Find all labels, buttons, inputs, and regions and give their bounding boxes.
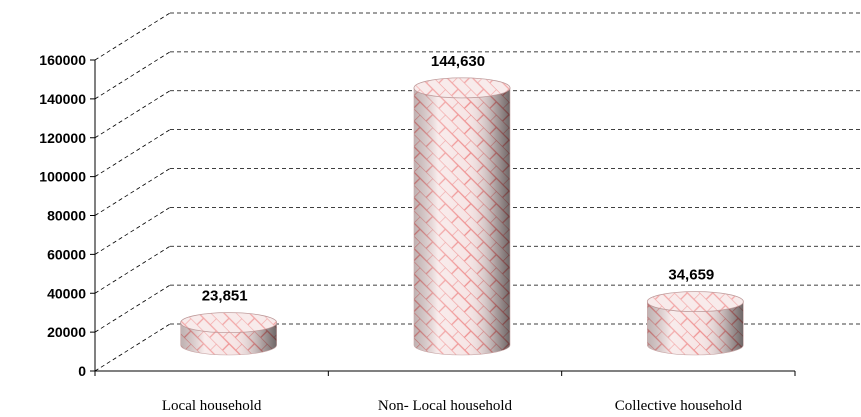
bar bbox=[180, 312, 278, 356]
y-tick-label: 120000 bbox=[39, 130, 86, 146]
y-tick-label: 140000 bbox=[39, 91, 86, 107]
gridline bbox=[94, 206, 861, 255]
gridline bbox=[94, 284, 861, 333]
data-label: 23,851 bbox=[202, 288, 248, 305]
y-tick-label: 20000 bbox=[47, 324, 86, 340]
data-label: 34,659 bbox=[668, 267, 714, 284]
y-tick-label: 0 bbox=[78, 363, 86, 379]
gridline bbox=[94, 323, 861, 372]
category-label: Collective household bbox=[615, 398, 743, 414]
gridline bbox=[94, 51, 861, 100]
gridline bbox=[94, 245, 861, 294]
gridline bbox=[94, 12, 861, 61]
gridlines bbox=[94, 12, 861, 372]
category-label: Local household bbox=[162, 398, 262, 414]
y-tick-label: 100000 bbox=[39, 169, 86, 185]
bar bbox=[413, 77, 511, 356]
y-tick-label: 60000 bbox=[47, 246, 86, 262]
axes bbox=[90, 59, 796, 376]
gridline bbox=[94, 129, 861, 177]
y-tick-label: 40000 bbox=[47, 285, 86, 301]
labels: 0 20000 40000 60000 80000 100000 120000 140000 1… bbox=[39, 52, 742, 414]
y-tick-label: 80000 bbox=[47, 208, 86, 224]
bar bbox=[646, 291, 744, 356]
category-label: Non- Local household bbox=[378, 398, 513, 414]
y-tick-label: 160000 bbox=[39, 52, 86, 68]
gridline bbox=[94, 168, 861, 216]
gridline bbox=[94, 90, 861, 139]
data-label: 144,630 bbox=[431, 53, 485, 70]
bars bbox=[180, 77, 744, 356]
